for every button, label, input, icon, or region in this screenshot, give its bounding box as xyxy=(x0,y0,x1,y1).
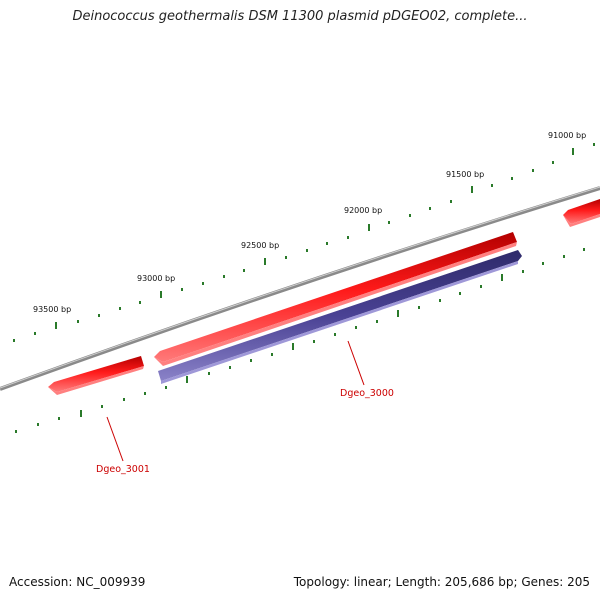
tick-label-93000: 93000 bp xyxy=(137,274,175,283)
accession-text: Accession: NC_009939 xyxy=(9,575,146,589)
topology-summary-text: Topology: linear; Length: 205,686 bp; Ge… xyxy=(293,575,590,589)
gene-label-dgeo-3000[interactable]: Dgeo_3000 xyxy=(340,388,394,399)
leader-line-dgeo-3000 xyxy=(347,340,365,386)
plasmid-backbone xyxy=(0,186,600,391)
gene-label-dgeo-3001[interactable]: Dgeo_3001 xyxy=(96,464,150,475)
tick-label-93500: 93500 bp xyxy=(33,305,71,314)
forward-gene-dgeo-3001[interactable] xyxy=(48,356,144,395)
tick-label-91500: 91500 bp xyxy=(446,170,484,179)
tick-label-91000: 91000 bp xyxy=(548,131,586,140)
leader-line-dgeo-3001 xyxy=(106,416,124,462)
forward-gene-dgeo-3000[interactable] xyxy=(154,232,517,366)
tick-label-92500: 92500 bp xyxy=(241,241,279,250)
reverse-gene-dgeo-3000[interactable] xyxy=(158,250,522,384)
tick-label-92000: 92000 bp xyxy=(344,206,382,215)
forward-gene-next[interactable] xyxy=(563,199,600,227)
inner-tick-row xyxy=(15,248,585,433)
map-title: Deinococcus geothermalis DSM 11300 plasm… xyxy=(72,9,528,24)
outer-tick-row xyxy=(13,143,595,342)
